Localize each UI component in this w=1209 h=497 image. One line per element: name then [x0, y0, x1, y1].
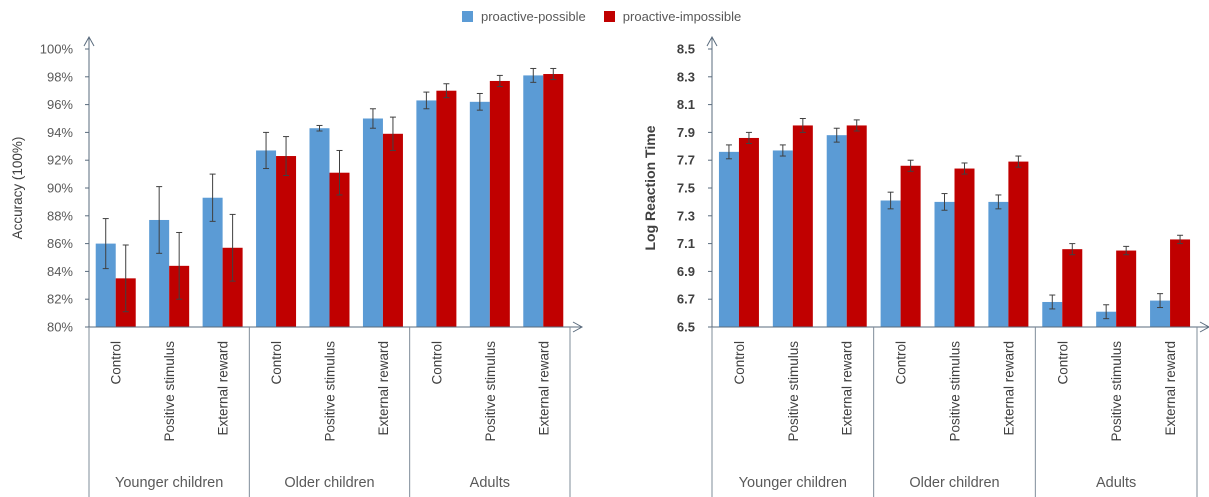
chart2-y-tick-label: 7.7: [677, 153, 695, 168]
chart2-bar-possible: [988, 201, 1009, 327]
chart1-bar-possible: [95, 243, 116, 327]
chart1-y-tick-label: 92%: [47, 153, 73, 168]
chart1-bar-possible: [362, 118, 383, 327]
chart2-bar-impossible: [1170, 239, 1191, 327]
chart2-bar-possible: [1150, 300, 1171, 327]
legend-label-proactive-possible: proactive-possible: [481, 8, 586, 24]
chart2-bar-possible: [880, 200, 901, 327]
chart1-group-label: Older children: [284, 475, 374, 491]
chart1-y-tick-label: 96%: [47, 97, 73, 112]
legend-label-proactive-impossible: proactive-impossible: [622, 8, 742, 24]
chart1-bar-impossible: [543, 74, 564, 328]
chart2-group-label: Adults: [1096, 475, 1136, 491]
chart2-y-tick-label: 8.3: [677, 69, 695, 84]
chart1-y-tick-label: 84%: [47, 264, 73, 279]
chart2-category-label: Positive stimulus: [1109, 341, 1124, 442]
chart2-bar-possible: [1042, 301, 1063, 327]
chart1-bar-possible: [416, 100, 437, 328]
chart1-y-tick-label: 90%: [47, 181, 73, 196]
chart2-category-label: External reward: [840, 341, 855, 436]
chart1-category-label: Control: [429, 341, 444, 385]
chart2-y-tick-label: 8.5: [677, 42, 695, 57]
chart1-bar-possible: [256, 150, 277, 327]
chart1-category-label: External reward: [376, 341, 391, 436]
chart1-y-tick-label: 100%: [40, 42, 74, 57]
chart2-category-label: External reward: [1163, 341, 1178, 436]
chart1-y-tick-label: 82%: [47, 292, 73, 307]
chart1-bar-possible: [202, 197, 223, 327]
chart1-bar-impossible: [382, 133, 403, 327]
chart1-bar-possible: [309, 128, 330, 327]
legend-item-proactive-impossible: proactive-impossible: [603, 8, 742, 24]
chart1-bar-impossible: [329, 172, 350, 327]
chart1-group-label: Younger children: [115, 475, 223, 491]
chart2-y-tick-label: 7.1: [677, 236, 695, 251]
chart2-group-label: Younger children: [739, 475, 847, 491]
chart2-bar-possible: [934, 201, 955, 327]
chart2-bar-impossible: [900, 165, 921, 327]
chart1-y-tick-label: 86%: [47, 236, 73, 251]
chart2-x-axis-arrow: [1199, 321, 1209, 333]
chart2-y-tick-label: 6.7: [677, 292, 695, 307]
chart2-bar-impossible: [1116, 250, 1137, 327]
chart1-y-axis-arrow: [83, 35, 95, 47]
chart2-group-label: Older children: [909, 475, 999, 491]
chart2-category-label: Control: [732, 341, 747, 385]
chart1-y-tick-label: 94%: [47, 125, 73, 140]
chart1-bar-impossible: [276, 156, 297, 327]
chart2: Control Positive stimulus External reward C…: [642, 35, 1209, 497]
legend: proactive-possible proactive-impossible: [462, 6, 759, 26]
chart2-y-tick-label: 7.3: [677, 208, 695, 223]
chart1-category-label: Positive stimulus: [323, 341, 338, 442]
chart1-bar-impossible: [436, 90, 457, 327]
chart2-y-axis-title: Log Reaction Time: [642, 125, 658, 250]
chart1-y-tick-label: 80%: [47, 320, 73, 335]
chart1-bar-possible: [469, 101, 490, 327]
chart2-bar-impossible: [1008, 161, 1029, 327]
chart1-y-tick-label: 98%: [47, 69, 73, 84]
chart1-bar-impossible: [489, 80, 510, 327]
chart2-bar-impossible: [792, 125, 813, 327]
chart1-category-label: Positive stimulus: [162, 341, 177, 442]
chart2-category-label: Positive stimulus: [786, 341, 801, 442]
chart1-category-label: Control: [109, 341, 124, 385]
chart1: Control Positive stimulus External reward C…: [10, 35, 584, 497]
chart2-y-tick-label: 7.5: [677, 181, 695, 196]
chart1-category-label: External reward: [216, 341, 231, 436]
chart1-x-axis-arrow: [572, 321, 584, 333]
chart2-bar-impossible: [1062, 249, 1083, 327]
chart1-y-tick-label: 88%: [47, 208, 73, 223]
chart1-category-label: Positive stimulus: [483, 341, 498, 442]
chart1-category-label: Control: [269, 341, 284, 385]
chart2-bar-impossible: [954, 168, 975, 327]
chart1-bar-possible: [149, 219, 170, 327]
chart2-y-tick-label: 6.9: [677, 264, 695, 279]
chart1-group-label: Adults: [470, 475, 510, 491]
legend-swatch-proactive-possible: [462, 10, 473, 22]
chart2-bar-possible: [718, 151, 739, 327]
chart2-bar-impossible: [846, 125, 867, 327]
chart2-category-label: Positive stimulus: [948, 341, 963, 442]
chart1-bar-impossible: [222, 247, 243, 327]
chart2-bar-possible: [1096, 311, 1117, 327]
chart2-category-label: External reward: [1001, 341, 1016, 436]
chart2-y-tick-label: 7.9: [677, 125, 695, 140]
chart2-bar-possible: [826, 135, 847, 327]
chart2-bar-impossible: [738, 137, 759, 327]
chart1-category-label: External reward: [536, 341, 551, 436]
chart2-bar-possible: [772, 150, 793, 327]
chart2-category-label: Control: [894, 341, 909, 385]
chart2-category-label: Control: [1055, 341, 1070, 385]
chart2-y-axis-arrow: [706, 35, 718, 47]
chart2-y-tick-label: 6.5: [677, 320, 695, 335]
chart1-bar-possible: [523, 75, 544, 327]
legend-swatch-proactive-impossible: [603, 10, 615, 22]
chart1-y-axis-title: Accuracy (100%): [10, 137, 25, 240]
legend-item-proactive-possible: proactive-possible: [462, 9, 586, 24]
chart2-y-tick-label: 8.1: [677, 97, 695, 112]
